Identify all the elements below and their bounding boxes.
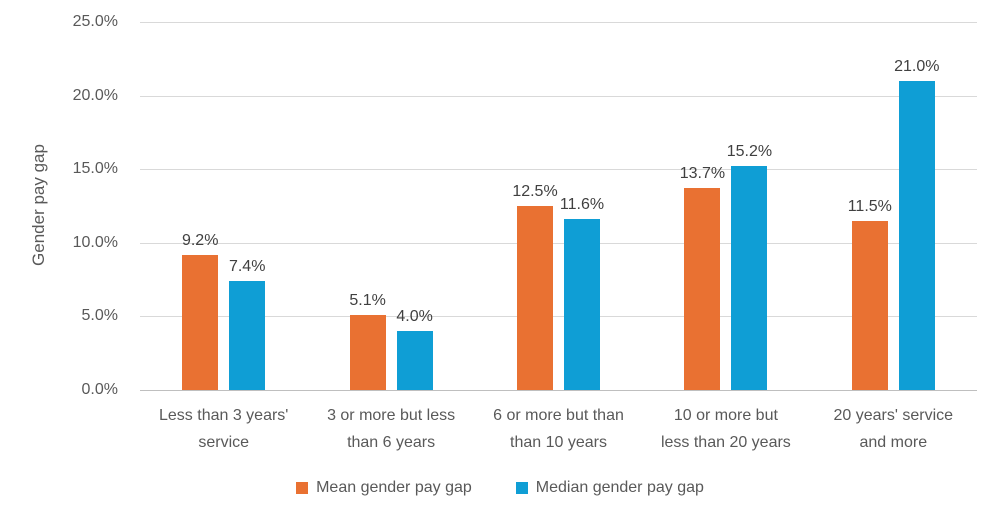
bar-value-label: 11.5%: [847, 197, 892, 215]
bar-mean: [517, 206, 553, 390]
gridline: [140, 169, 977, 171]
legend-item-median: Median gender pay gap: [515, 479, 704, 497]
y-tick-label: 25.0%: [72, 13, 118, 30]
bar-median: [564, 219, 600, 390]
y-tick-label: 0.0%: [81, 381, 118, 398]
bar-value-label: 13.7%: [679, 165, 726, 183]
bar-mean: [684, 188, 721, 390]
gridline: [140, 316, 977, 318]
bar-value-label: 9.2%: [181, 231, 219, 249]
legend-label-mean: Mean gender pay gap: [316, 479, 472, 496]
gridline: [140, 95, 977, 97]
legend-swatch-median: [515, 482, 528, 494]
legend-swatch-mean: [296, 482, 309, 494]
bar-median: [731, 166, 768, 390]
bar-mean: [182, 254, 219, 390]
y-tick-label: 5.0%: [81, 307, 118, 325]
legend-label-median: Median gender pay gap: [535, 479, 704, 496]
bar-value-label: 21.0%: [894, 57, 940, 75]
bar-median: [898, 80, 935, 390]
category-label: 10 or more but less than 20 years: [660, 407, 791, 451]
gridline: [140, 22, 977, 23]
legend-item-mean: Mean gender pay gap: [296, 479, 472, 497]
y-tick-label: 15.0%: [72, 160, 118, 178]
bar-value-label: 7.4%: [228, 258, 266, 276]
category-label: 20 years' service and more: [833, 407, 954, 451]
bar-median: [229, 281, 266, 390]
bar-value-label: 4.0%: [396, 308, 433, 326]
bar-mean: [349, 314, 386, 390]
bar-value-label: 11.6%: [559, 196, 605, 214]
y-tick-label: 10.0%: [72, 233, 118, 251]
y-tick-label: 20.0%: [72, 86, 118, 104]
category-label: 6 or more but than than 10 years: [493, 407, 624, 451]
bar-value-label: 12.5%: [512, 183, 558, 200]
category-label: 3 or more but less than 6 years: [327, 407, 456, 451]
gridline: [140, 242, 977, 244]
x-axis-line: [140, 390, 977, 391]
legend: Mean gender pay gap Median gender pay ga…: [0, 473, 1000, 503]
bar-value-label: 15.2%: [726, 143, 773, 161]
category-label: Less than 3 years' service: [159, 407, 289, 451]
bar-mean: [851, 220, 888, 390]
bar-median: [396, 331, 433, 390]
bar-value-label: 5.1%: [349, 291, 386, 309]
